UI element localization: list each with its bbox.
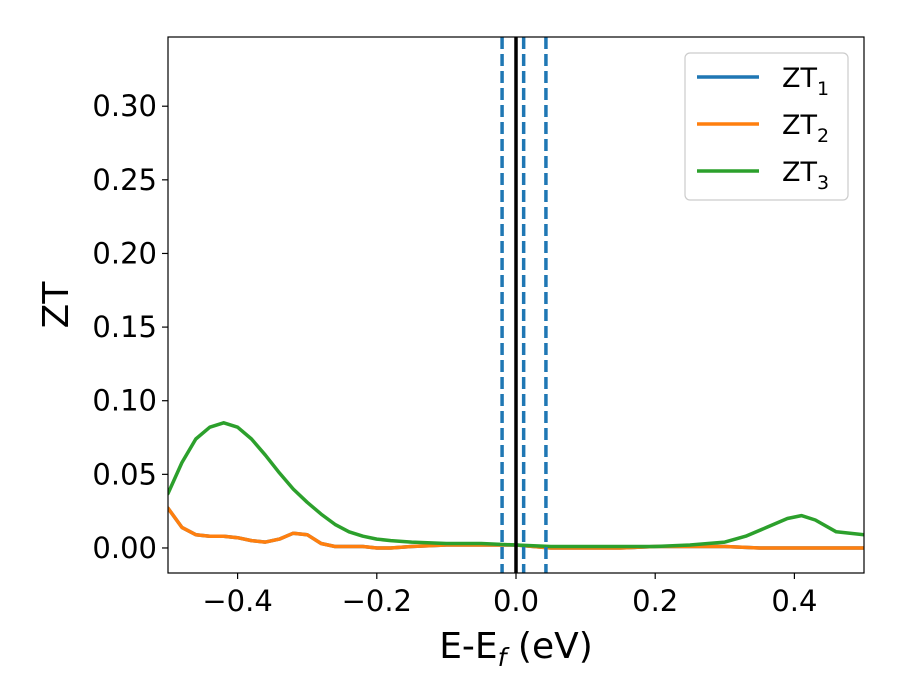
y-axis-title: ZT (36, 281, 77, 329)
y-tick-label-4: 0.15 (92, 310, 157, 344)
legend-label-3: ZT3 (782, 157, 829, 194)
y-tick-label-3: 0.10 (92, 384, 157, 418)
y-axis-ticks: 0.00 0.05 0.10 0.15 0.20 0.25 0.30 (92, 89, 168, 565)
legend-label-2: ZT2 (782, 110, 829, 147)
y-tick-label-7: 0.30 (92, 89, 157, 123)
x-tick-label-5: 0.4 (771, 584, 817, 618)
x-tick-label-1: −0.4 (202, 584, 272, 618)
y-tick-label-5: 0.20 (92, 236, 157, 270)
x-tick-label-3: 0.0 (493, 584, 539, 618)
y-tick-label-6: 0.25 (92, 163, 157, 197)
legend-label-1: ZT1 (782, 63, 829, 100)
series-layer (168, 421, 864, 550)
x-axis-title: E-Ef (eV) (439, 626, 593, 672)
x-tick-label-2: −0.2 (342, 584, 412, 618)
x-axis-title-suffix: (eV) (506, 626, 592, 667)
y-tick-label-1: 0.00 (92, 531, 157, 565)
y-tick-label-2: 0.05 (92, 457, 157, 491)
x-axis-ticks: −0.4 −0.2 0.0 0.2 0.4 (202, 573, 817, 618)
x-axis-title-base: E-E (439, 626, 497, 667)
x-tick-label-4: 0.2 (632, 584, 678, 618)
legend: ZT1 ZT2 ZT3 (684, 52, 849, 201)
legend-frame (684, 52, 849, 201)
vertical-marker-layer (500, 37, 548, 573)
series-3-line (168, 421, 864, 549)
